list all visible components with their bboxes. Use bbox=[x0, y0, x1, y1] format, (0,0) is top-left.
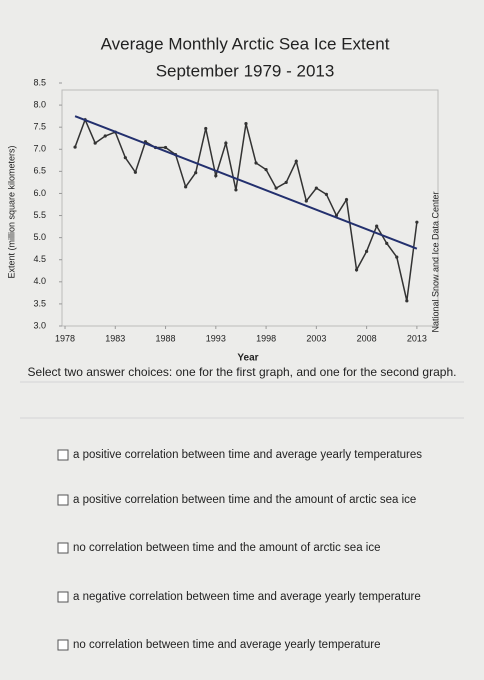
y-tick-label: 5.0 bbox=[33, 232, 46, 242]
data-point bbox=[163, 145, 168, 150]
data-point bbox=[375, 224, 379, 228]
y-tick-label: 4.0 bbox=[33, 276, 46, 286]
choice-text[interactable]: a positive correlation between time and … bbox=[73, 449, 422, 461]
choice-checkbox[interactable] bbox=[57, 449, 69, 461]
data-point bbox=[194, 171, 198, 175]
data-point bbox=[395, 255, 399, 259]
data-point bbox=[294, 159, 298, 163]
data-point bbox=[354, 268, 359, 272]
x-tick-label: 2013 bbox=[407, 333, 427, 343]
y-tick-label: 4.5 bbox=[33, 254, 46, 264]
data-point bbox=[103, 134, 107, 138]
data-point bbox=[405, 299, 409, 303]
y-tick-label: 7.5 bbox=[33, 122, 46, 132]
source-label: National Snow and Ice Data Center bbox=[430, 191, 440, 332]
data-point bbox=[214, 174, 218, 178]
y-tick-label: 3.0 bbox=[33, 320, 46, 330]
choice-checkbox[interactable] bbox=[57, 591, 69, 603]
data-point bbox=[244, 122, 248, 126]
data-point bbox=[365, 249, 369, 253]
data-point bbox=[415, 220, 419, 224]
y-tick-label: 6.0 bbox=[33, 188, 46, 198]
choice-text[interactable]: a negative correlation between time and … bbox=[73, 591, 421, 603]
data-point bbox=[304, 199, 308, 203]
data-point bbox=[93, 141, 97, 145]
data-point bbox=[344, 198, 349, 202]
choice-checkbox[interactable] bbox=[57, 494, 69, 506]
y-tick-label: 3.5 bbox=[33, 298, 46, 308]
choice-text[interactable]: no correlation between time and average … bbox=[73, 639, 380, 651]
data-point bbox=[133, 170, 137, 174]
x-tick-label: 2003 bbox=[306, 333, 326, 343]
y-tick-label: 7.0 bbox=[33, 144, 46, 154]
chart-title: Average Monthly Arctic Sea Ice Extent bbox=[101, 34, 390, 53]
x-tick-label: 1998 bbox=[256, 333, 276, 343]
data-point bbox=[234, 188, 238, 192]
y-tick-label: 8.0 bbox=[33, 99, 46, 109]
chart-subtitle: September 1979 - 2013 bbox=[156, 61, 335, 80]
x-tick-label: 1978 bbox=[55, 333, 75, 343]
data-point bbox=[123, 156, 127, 160]
data-point bbox=[224, 141, 228, 145]
choice-checkbox[interactable] bbox=[57, 542, 69, 554]
data-point bbox=[184, 185, 188, 189]
x-tick-label: 1993 bbox=[206, 333, 226, 343]
plot-frame bbox=[61, 89, 439, 327]
data-point bbox=[314, 186, 318, 190]
data-point bbox=[254, 161, 258, 165]
data-point bbox=[324, 192, 329, 196]
choice-checkbox[interactable] bbox=[57, 639, 69, 651]
data-point bbox=[385, 241, 389, 245]
x-axis-label: Year bbox=[237, 353, 258, 364]
y-tick-label: 6.5 bbox=[33, 166, 46, 176]
data-point bbox=[204, 126, 208, 131]
question-text: Select two answer choices: one for the f… bbox=[28, 365, 457, 379]
data-point bbox=[284, 180, 288, 185]
x-tick-label: 1988 bbox=[156, 333, 176, 343]
x-tick-label: 2008 bbox=[357, 333, 377, 343]
data-point bbox=[274, 186, 278, 190]
data-point bbox=[264, 167, 268, 172]
x-tick-label: 1983 bbox=[105, 333, 125, 343]
choice-text[interactable]: no correlation between time and the amou… bbox=[73, 542, 380, 554]
y-axis-label: Extent (million square kilometers) bbox=[6, 145, 16, 278]
y-tick-label: 5.5 bbox=[33, 210, 46, 220]
y-tick-label: 8.5 bbox=[33, 77, 46, 87]
data-point bbox=[73, 145, 77, 149]
choice-text[interactable]: a positive correlation between time and … bbox=[73, 494, 416, 506]
trend-line bbox=[74, 115, 418, 250]
